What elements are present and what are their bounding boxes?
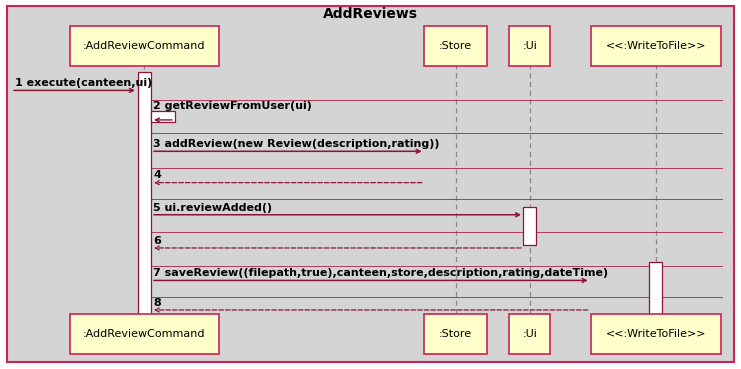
Text: <<:WriteToFile>>: <<:WriteToFile>> [605, 41, 706, 51]
Text: AddReviews: AddReviews [323, 7, 418, 21]
FancyBboxPatch shape [510, 314, 550, 354]
Text: 1 execute(canteen,ui): 1 execute(canteen,ui) [15, 78, 152, 88]
Text: 6: 6 [153, 236, 162, 246]
FancyBboxPatch shape [523, 207, 536, 245]
FancyBboxPatch shape [424, 26, 488, 66]
Text: :Store: :Store [439, 41, 472, 51]
Text: 7 saveReview((filepath,true),canteen,store,description,rating,dateTime): 7 saveReview((filepath,true),canteen,sto… [153, 268, 608, 278]
FancyBboxPatch shape [424, 314, 488, 354]
Text: :Ui: :Ui [522, 329, 537, 339]
FancyBboxPatch shape [138, 72, 151, 321]
Text: :Store: :Store [439, 329, 472, 339]
Text: :AddReviewCommand: :AddReviewCommand [83, 41, 206, 51]
FancyBboxPatch shape [510, 26, 550, 66]
FancyBboxPatch shape [591, 26, 720, 66]
FancyBboxPatch shape [70, 26, 219, 66]
Text: 5 ui.reviewAdded(): 5 ui.reviewAdded() [153, 203, 273, 213]
Text: 8: 8 [153, 298, 161, 308]
Text: 3 addReview(new Review(description,rating)): 3 addReview(new Review(description,ratin… [153, 139, 440, 149]
FancyBboxPatch shape [151, 111, 175, 122]
Text: :Ui: :Ui [522, 41, 537, 51]
FancyBboxPatch shape [7, 6, 734, 362]
Text: <<:WriteToFile>>: <<:WriteToFile>> [605, 329, 706, 339]
Text: 4: 4 [153, 170, 162, 180]
FancyBboxPatch shape [70, 314, 219, 354]
FancyBboxPatch shape [591, 314, 720, 354]
Text: 2 getReviewFromUser(ui): 2 getReviewFromUser(ui) [153, 101, 312, 111]
FancyBboxPatch shape [649, 262, 662, 321]
Text: :AddReviewCommand: :AddReviewCommand [83, 329, 206, 339]
